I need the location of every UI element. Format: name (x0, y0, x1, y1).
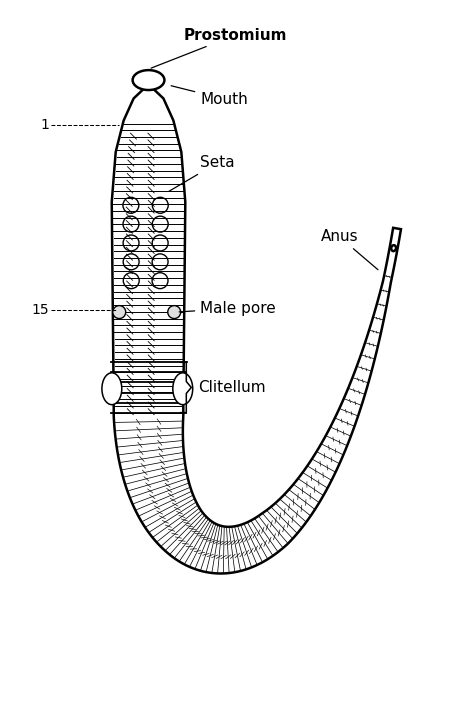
Text: Prostomium: Prostomium (151, 28, 287, 68)
Polygon shape (112, 89, 401, 573)
Ellipse shape (391, 245, 396, 251)
Text: Clitellum: Clitellum (198, 380, 266, 395)
Circle shape (168, 306, 181, 318)
Text: Male pore: Male pore (179, 301, 276, 316)
Circle shape (113, 306, 126, 318)
Text: 1: 1 (40, 118, 49, 132)
Ellipse shape (173, 373, 193, 405)
Ellipse shape (102, 373, 122, 405)
Text: Anus: Anus (320, 229, 378, 270)
Text: 15: 15 (31, 303, 49, 317)
Text: Mouth: Mouth (171, 85, 248, 107)
Text: Seta: Seta (169, 155, 235, 191)
Ellipse shape (133, 70, 164, 90)
